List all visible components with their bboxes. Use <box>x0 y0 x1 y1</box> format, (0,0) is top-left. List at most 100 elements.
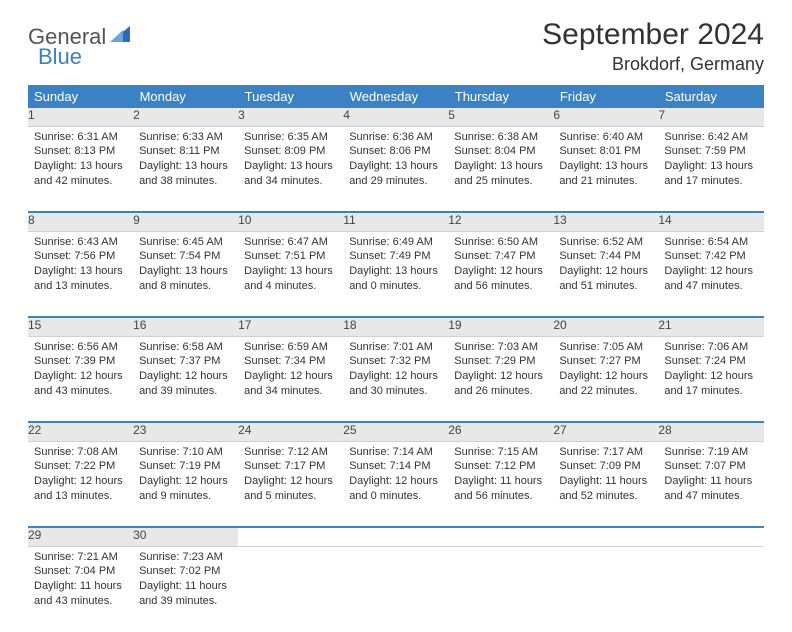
day-number: 12 <box>448 213 553 231</box>
daylight-text: Daylight: 12 hours and 17 minutes. <box>664 369 757 399</box>
sunset-text: Sunset: 7:12 PM <box>454 459 547 474</box>
day-cell: Sunrise: 7:08 AMSunset: 7:22 PMDaylight:… <box>28 441 133 527</box>
sunset-text: Sunset: 7:44 PM <box>559 249 652 264</box>
sunset-text: Sunset: 8:06 PM <box>349 144 442 159</box>
day-cell <box>238 546 343 632</box>
day-number: 9 <box>133 213 238 231</box>
weekday-header: Sunday <box>28 85 133 108</box>
daylight-text: Daylight: 13 hours and 0 minutes. <box>349 264 442 294</box>
day-cell: Sunrise: 7:23 AMSunset: 7:02 PMDaylight:… <box>133 546 238 632</box>
day-cell: Sunrise: 7:03 AMSunset: 7:29 PMDaylight:… <box>448 336 553 422</box>
day-cell: Sunrise: 6:52 AMSunset: 7:44 PMDaylight:… <box>553 231 658 317</box>
sunrise-text: Sunrise: 7:10 AM <box>139 445 232 460</box>
day-cell: Sunrise: 7:19 AMSunset: 7:07 PMDaylight:… <box>658 441 763 527</box>
daylight-text: Daylight: 12 hours and 56 minutes. <box>454 264 547 294</box>
sunset-text: Sunset: 7:19 PM <box>139 459 232 474</box>
day-cell: Sunrise: 6:38 AMSunset: 8:04 PMDaylight:… <box>448 126 553 212</box>
day-cell <box>448 546 553 632</box>
sunrise-text: Sunrise: 7:08 AM <box>34 445 127 460</box>
day-cell: Sunrise: 7:06 AMSunset: 7:24 PMDaylight:… <box>658 336 763 422</box>
sunrise-text: Sunrise: 7:06 AM <box>664 340 757 355</box>
day-cell <box>658 546 763 632</box>
sunset-text: Sunset: 7:04 PM <box>34 564 127 579</box>
daylight-text: Daylight: 12 hours and 13 minutes. <box>34 474 127 504</box>
sunset-text: Sunset: 7:22 PM <box>34 459 127 474</box>
logo-sail-icon <box>110 24 132 50</box>
sunset-text: Sunset: 7:02 PM <box>139 564 232 579</box>
day-number: 21 <box>658 318 763 336</box>
daylight-text: Daylight: 12 hours and 34 minutes. <box>244 369 337 399</box>
day-number-row: 891011121314 <box>28 213 764 231</box>
sunset-text: Sunset: 7:32 PM <box>349 354 442 369</box>
day-number-row: 22232425262728 <box>28 423 764 441</box>
daylight-text: Daylight: 13 hours and 8 minutes. <box>139 264 232 294</box>
sunset-text: Sunset: 7:37 PM <box>139 354 232 369</box>
day-number: 5 <box>448 108 553 126</box>
day-cell: Sunrise: 7:17 AMSunset: 7:09 PMDaylight:… <box>553 441 658 527</box>
sunrise-text: Sunrise: 7:17 AM <box>559 445 652 460</box>
daylight-text: Daylight: 11 hours and 47 minutes. <box>664 474 757 504</box>
day-number: 24 <box>238 423 343 441</box>
weekday-header: Monday <box>133 85 238 108</box>
sunrise-text: Sunrise: 7:23 AM <box>139 550 232 565</box>
sunrise-text: Sunrise: 7:01 AM <box>349 340 442 355</box>
sunset-text: Sunset: 7:07 PM <box>664 459 757 474</box>
day-cell: Sunrise: 6:45 AMSunset: 7:54 PMDaylight:… <box>133 231 238 317</box>
daylight-text: Daylight: 13 hours and 29 minutes. <box>349 159 442 189</box>
sunset-text: Sunset: 7:14 PM <box>349 459 442 474</box>
day-number: 19 <box>448 318 553 336</box>
weekday-header: Tuesday <box>238 85 343 108</box>
sunrise-text: Sunrise: 6:45 AM <box>139 235 232 250</box>
sunrise-text: Sunrise: 7:05 AM <box>559 340 652 355</box>
day-cell: Sunrise: 7:10 AMSunset: 7:19 PMDaylight:… <box>133 441 238 527</box>
daylight-text: Daylight: 11 hours and 43 minutes. <box>34 579 127 609</box>
sunrise-text: Sunrise: 7:12 AM <box>244 445 337 460</box>
day-number: 8 <box>28 213 133 231</box>
day-number-row: 1234567 <box>28 108 764 126</box>
daylight-text: Daylight: 13 hours and 21 minutes. <box>559 159 652 189</box>
day-cell <box>343 546 448 632</box>
day-number <box>448 528 553 546</box>
day-number-row: 2930 <box>28 528 764 546</box>
day-cell: Sunrise: 6:50 AMSunset: 7:47 PMDaylight:… <box>448 231 553 317</box>
location: Brokdorf, Germany <box>542 54 764 75</box>
day-cell: Sunrise: 7:05 AMSunset: 7:27 PMDaylight:… <box>553 336 658 422</box>
day-number: 2 <box>133 108 238 126</box>
day-number: 18 <box>343 318 448 336</box>
sunset-text: Sunset: 7:56 PM <box>34 249 127 264</box>
day-cell: Sunrise: 6:31 AMSunset: 8:13 PMDaylight:… <box>28 126 133 212</box>
weekday-header: Wednesday <box>343 85 448 108</box>
sunset-text: Sunset: 7:47 PM <box>454 249 547 264</box>
day-cell: Sunrise: 6:36 AMSunset: 8:06 PMDaylight:… <box>343 126 448 212</box>
day-number: 23 <box>133 423 238 441</box>
day-number: 15 <box>28 318 133 336</box>
day-cell: Sunrise: 7:01 AMSunset: 7:32 PMDaylight:… <box>343 336 448 422</box>
sunset-text: Sunset: 7:24 PM <box>664 354 757 369</box>
day-number: 29 <box>28 528 133 546</box>
sunrise-text: Sunrise: 6:47 AM <box>244 235 337 250</box>
sunrise-text: Sunrise: 6:56 AM <box>34 340 127 355</box>
day-body-row: Sunrise: 6:43 AMSunset: 7:56 PM Daylight:… <box>28 231 764 317</box>
sunrise-text: Sunrise: 6:33 AM <box>139 130 232 145</box>
sunset-text: Sunset: 8:11 PM <box>139 144 232 159</box>
sunset-text: Sunset: 8:01 PM <box>559 144 652 159</box>
sunrise-text: Sunrise: 6:43 AM <box>34 235 127 250</box>
daylight-text: Daylight: 11 hours and 52 minutes. <box>559 474 652 504</box>
day-number-row: 15161718192021 <box>28 318 764 336</box>
sunrise-text: Sunrise: 6:35 AM <box>244 130 337 145</box>
day-cell: Sunrise: 6:43 AMSunset: 7:56 PMDaylight:… <box>28 231 133 317</box>
sunrise-text: Sunrise: 7:19 AM <box>664 445 757 460</box>
sunrise-text: Sunrise: 7:15 AM <box>454 445 547 460</box>
sunrise-text: Sunrise: 6:42 AM <box>664 130 757 145</box>
weekday-header: Friday <box>553 85 658 108</box>
day-number: 16 <box>133 318 238 336</box>
sunrise-text: Sunrise: 7:21 AM <box>34 550 127 565</box>
day-body-row: Sunrise: 7:21 AMSunset: 7:04 PMDaylight:… <box>28 546 764 632</box>
daylight-text: Daylight: 13 hours and 17 minutes. <box>664 159 757 189</box>
day-number: 6 <box>553 108 658 126</box>
daylight-text: Daylight: 11 hours and 56 minutes. <box>454 474 547 504</box>
day-cell: Sunrise: 7:21 AMSunset: 7:04 PMDaylight:… <box>28 546 133 632</box>
title-block: September 2024 Brokdorf, Germany <box>542 18 764 75</box>
daylight-text: Daylight: 12 hours and 47 minutes. <box>664 264 757 294</box>
day-number: 4 <box>343 108 448 126</box>
